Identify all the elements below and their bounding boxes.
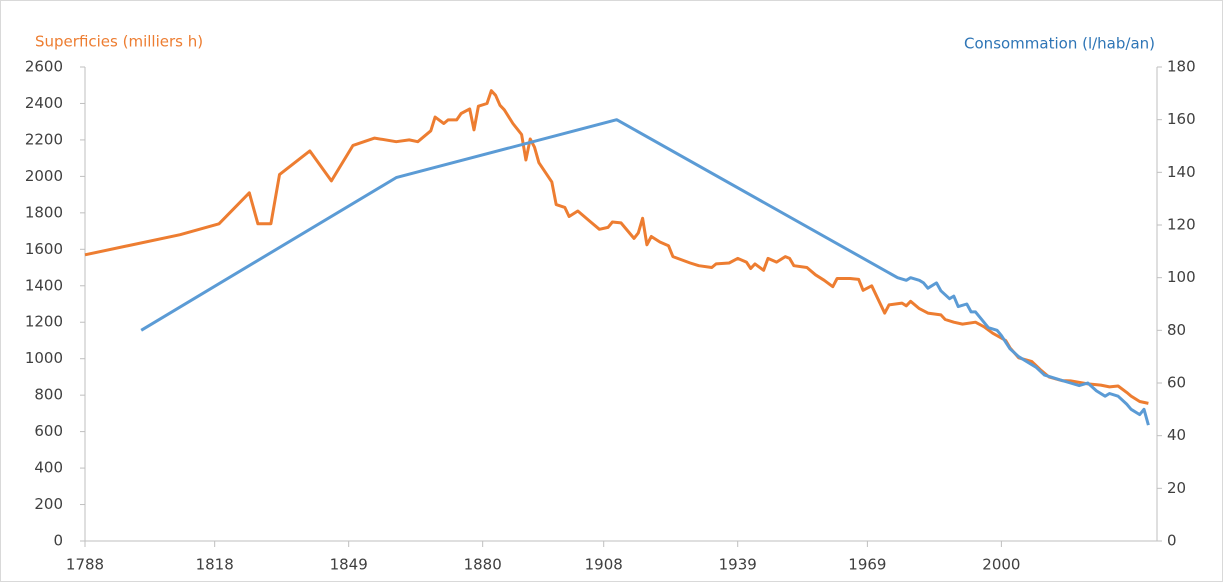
x-tick-label: 1849: [330, 556, 368, 574]
y-tick-label: 200: [34, 495, 63, 513]
y2-tick-label: 0: [1167, 532, 1177, 550]
x-tick-label: 1788: [66, 556, 104, 574]
y-tick-label: 1800: [25, 203, 63, 221]
y-tick-label: 0: [53, 532, 63, 550]
y-tick-label: 400: [34, 459, 63, 477]
y2-tick-label: 40: [1167, 426, 1186, 444]
x-tick-label: 1969: [848, 556, 886, 574]
y-tick-label: 1600: [25, 240, 63, 258]
y-tick-label: 2000: [25, 167, 63, 185]
y-tick-label: 800: [34, 386, 63, 404]
y-tick-label: 2600: [25, 58, 63, 76]
y2-tick-label: 160: [1167, 110, 1196, 128]
y-tick-label: 2200: [25, 130, 63, 148]
x-tick-label: 1939: [719, 556, 757, 574]
y2-tick-label: 180: [1167, 58, 1196, 76]
y2-tick-label: 120: [1167, 216, 1196, 234]
series-line: [140, 118, 1150, 426]
y2-tick-label: 60: [1167, 374, 1186, 392]
x-tick-label: 1908: [585, 556, 623, 574]
y2-tick-label: 100: [1167, 268, 1196, 286]
x-tick-label: 2000: [982, 556, 1020, 574]
y-tick-label: 1000: [25, 349, 63, 367]
y2-tick-label: 80: [1167, 321, 1186, 339]
y-tick-label: 600: [34, 422, 63, 440]
y-axis-label: Superficies (milliers h): [35, 33, 203, 51]
series-line: [84, 89, 1149, 405]
y-tick-label: 1400: [25, 276, 63, 294]
y2-tick-label: 20: [1167, 479, 1186, 497]
y2-axis-label: Consommation (l/hab/an): [964, 35, 1155, 53]
y-tick-label: 2400: [25, 94, 63, 112]
y2-tick-label: 140: [1167, 163, 1196, 181]
x-tick-label: 1818: [196, 556, 234, 574]
y-tick-label: 1200: [25, 313, 63, 331]
x-tick-label: 1880: [464, 556, 502, 574]
